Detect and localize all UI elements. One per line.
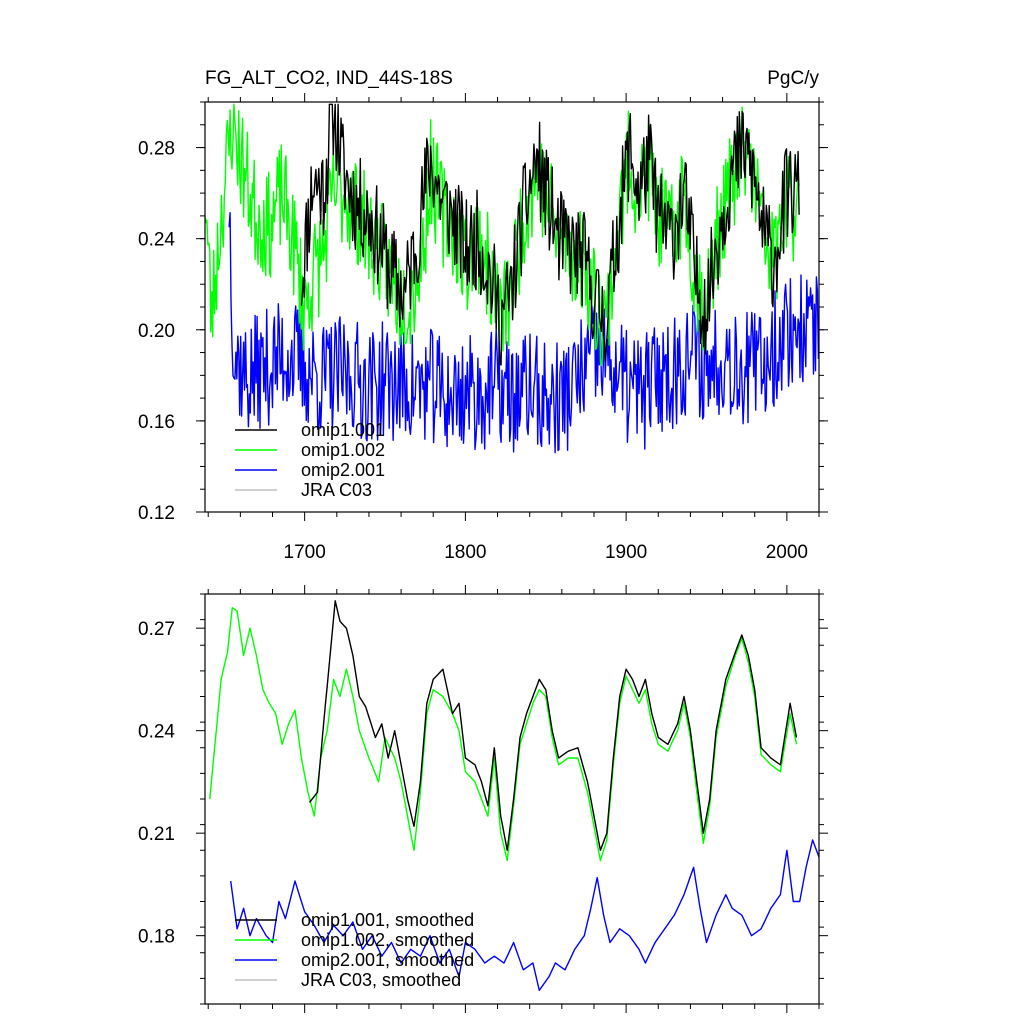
legend-label: omip1.002	[301, 440, 385, 460]
y-tick-label: 0.16	[138, 412, 175, 433]
y-tick-label: 0.18	[138, 927, 175, 948]
x-tick-label: 2000	[766, 542, 808, 563]
top-panel: FG_ALT_CO2, IND_44S-18S PgC/y 1700 1800 19…	[138, 68, 828, 563]
legend-label: omip1.001	[301, 420, 385, 440]
y-tick-label: 0.27	[138, 619, 175, 640]
x-tick-label: 1800	[444, 542, 486, 563]
y-tick-label: 0.20	[138, 321, 175, 342]
legend-label: JRA C03	[301, 480, 372, 500]
legend-label: omip2.001, smoothed	[301, 950, 474, 970]
legend-label: JRA C03, smoothed	[301, 970, 461, 990]
y-tick-label: 0.28	[138, 139, 175, 160]
y-tick-label: 0.24	[138, 230, 175, 251]
y-tick-label: 0.21	[138, 824, 175, 845]
legend-label: omip1.001, smoothed	[301, 910, 474, 930]
y-tick-label: 0.12	[138, 503, 175, 524]
series-line-omip2-001-smoothed	[230, 839, 820, 991]
series-line-omip2-001	[228, 212, 820, 454]
x-tick-label: 1700	[284, 542, 326, 563]
legend-label: omip1.002, smoothed	[301, 930, 474, 950]
series-line-omip1-002-smoothed	[209, 607, 798, 862]
units-label: PgC/y	[767, 68, 819, 89]
legend-label: omip2.001	[301, 460, 385, 480]
chart-title: FG_ALT_CO2, IND_44S-18S	[205, 68, 453, 89]
x-tick-label: 1900	[605, 542, 647, 563]
series-line-omip1-001-smoothed	[308, 600, 798, 851]
y-tick-label: 0.24	[138, 722, 175, 743]
bottom-panel: 0.180.210.240.27 omip1.001, smoothedomip…	[138, 585, 828, 1013]
series-line-omip1-001	[300, 103, 800, 366]
